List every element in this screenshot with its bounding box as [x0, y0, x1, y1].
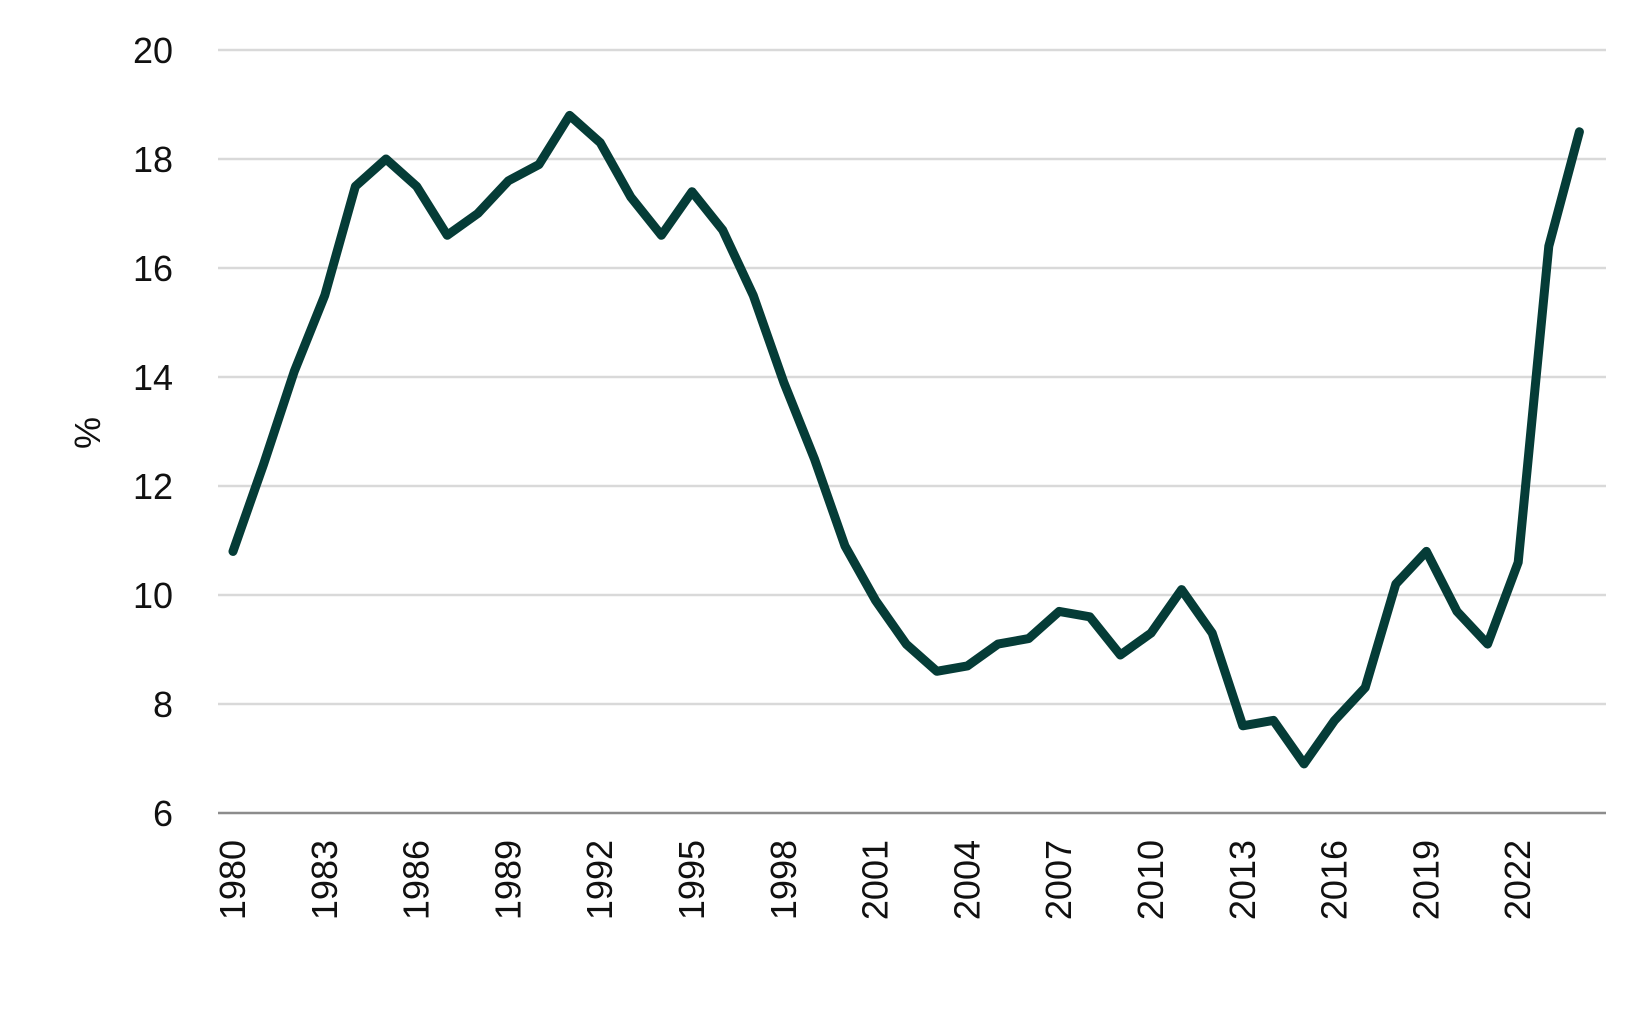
y-tick-label: 10 [133, 575, 173, 616]
y-axis-ticks: 6 8 10 12 14 16 18 20 [133, 30, 173, 834]
x-tick-label: 2019 [1405, 840, 1446, 920]
series-layer [228, 110, 1584, 769]
y-tick-label: 16 [133, 248, 173, 289]
x-tick-label: 1998 [763, 840, 804, 920]
grid-lines [218, 48, 1606, 706]
x-tick-label: 1992 [579, 840, 620, 920]
series-line [228, 110, 1584, 769]
y-tick-label: 14 [133, 357, 173, 398]
x-tick-label: 1995 [671, 840, 712, 920]
x-tick-label: 1989 [487, 840, 528, 920]
x-tick-label: 1983 [304, 840, 345, 920]
y-tick-label: 8 [153, 684, 173, 725]
x-tick-label: 2013 [1222, 840, 1263, 920]
x-tick-label: 1986 [396, 840, 437, 920]
x-tick-label: 2007 [1038, 840, 1079, 920]
y-tick-label: 20 [133, 30, 173, 71]
x-tick-label: 1980 [212, 840, 253, 920]
x-tick-label: 2001 [855, 840, 896, 920]
y-axis-title: % [67, 417, 108, 449]
y-tick-label: 6 [153, 793, 173, 834]
y-tick-label: 12 [133, 466, 173, 507]
x-axis-ticks: 1980 1983 1986 1989 1992 1995 1998 2001 2004 2007… [212, 840, 1538, 920]
x-tick-label: 2004 [946, 840, 987, 920]
x-tick-label: 2022 [1497, 840, 1538, 920]
y-tick-label: 18 [133, 139, 173, 180]
x-tick-label: 2016 [1314, 840, 1355, 920]
x-tick-label: 2010 [1130, 840, 1171, 920]
